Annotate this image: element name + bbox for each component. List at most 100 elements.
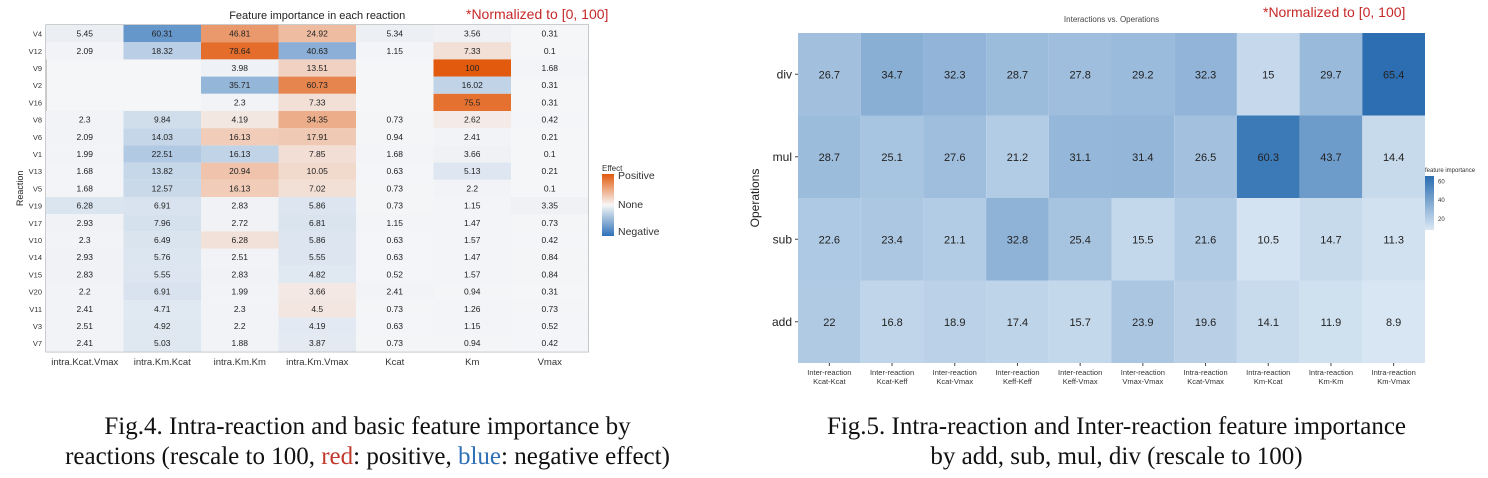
heatmap-cell	[356, 283, 434, 301]
heatmap-cell	[356, 265, 434, 283]
heatmap-cell	[123, 111, 201, 129]
cell-value-label: 20.94	[229, 166, 251, 176]
legend-tick-label: 40	[1438, 198, 1445, 204]
heatmap-cell	[511, 248, 589, 266]
legend-label: None	[618, 199, 643, 211]
y-axis-label: Operations	[748, 169, 762, 228]
cell-value-label: 27.6	[944, 152, 965, 164]
heatmap-cell	[433, 162, 511, 180]
heatmap-cell	[1299, 33, 1363, 116]
row-tick-label: V14	[29, 253, 42, 262]
heatmap-cell	[201, 42, 279, 60]
cell-value-label: 21.6	[1195, 234, 1216, 246]
cell-value-label: 3.56	[464, 29, 481, 39]
cell-value-label: 3.66	[309, 287, 326, 297]
column-tick-line: Kcat-Keff	[877, 377, 909, 386]
operations-heatmap-panel: Interactions vs. Operations 26.7 34.7 32.3 2…	[745, 0, 1488, 478]
heatmap-cell	[46, 283, 124, 301]
heatmap-cell	[923, 33, 987, 116]
heatmap-cell	[433, 145, 511, 163]
heatmap-cell	[356, 25, 434, 43]
cell-value-label: 24.92	[307, 29, 329, 39]
caption-red-word: red	[321, 443, 354, 470]
cell-value-label: 6.91	[154, 201, 171, 211]
cell-value-label: 0.63	[386, 166, 403, 176]
heatmap-cell	[511, 128, 589, 146]
caption-line-2: reactions (rescale to 100, red: positive…	[0, 442, 735, 472]
heatmap-cell	[201, 128, 279, 146]
cell-value-label: 0.52	[541, 321, 558, 331]
heatmap-cell	[798, 198, 861, 281]
row-tick-label: mul	[773, 150, 792, 164]
cell-value-label: 1.68	[386, 149, 403, 159]
figure-5-caption: Fig.5. Intra-reaction and Inter-reaction…	[745, 412, 1488, 472]
heatmap-cell	[46, 265, 124, 283]
heatmap-cell	[1174, 115, 1237, 198]
cell-value-label: 2.83	[231, 201, 248, 211]
cell-value-label: 1.15	[464, 321, 481, 331]
heatmap-cell	[123, 197, 201, 215]
cell-value-label: 6.91	[154, 287, 171, 297]
heatmap-cell	[511, 93, 589, 111]
reaction-heatmap: Feature importance in each reaction 5.45 6…	[15, 10, 660, 368]
heatmap-cell	[201, 231, 279, 249]
cell-value-label: 29.2	[1132, 69, 1153, 81]
heatmap-cell	[511, 76, 589, 94]
column-tick-label: intra.Kcat.Vmax	[51, 357, 118, 368]
heatmap-cell	[278, 111, 356, 129]
heatmap-cell	[1236, 280, 1300, 363]
legend-title: feature importance	[1425, 168, 1476, 174]
cell-value-label: 0.73	[386, 115, 403, 125]
heatmap-cell	[278, 334, 356, 352]
row-tick-label: V15	[29, 270, 42, 279]
cell-value-label: 0.31	[541, 80, 558, 90]
column-tick-line: Intra-reaction	[1372, 368, 1416, 377]
cell-value-label: 28.7	[1007, 69, 1028, 81]
cell-value-label: 2.41	[76, 304, 93, 314]
cell-value-label: 16.02	[462, 80, 484, 90]
heatmap-cell	[1299, 198, 1363, 281]
cell-value-label: 60.73	[307, 80, 329, 90]
heatmap-cell	[433, 231, 511, 249]
heatmap-cell	[433, 59, 511, 77]
column-tick-line: Intra-reaction	[1183, 368, 1227, 377]
cell-value-label: 29.7	[1320, 69, 1341, 81]
cell-value-label: 0.31	[541, 97, 558, 107]
heatmap-cell	[123, 25, 201, 43]
heatmap-cell	[278, 76, 356, 94]
cell-value-label: 2.62	[464, 115, 481, 125]
heatmap-cell	[356, 145, 434, 163]
cell-value-label: 4.82	[309, 269, 326, 279]
cell-value-label: 3.98	[231, 63, 248, 73]
caption-line-1: Fig.4. Intra-reaction and basic feature …	[104, 413, 631, 440]
heatmap-cell	[278, 128, 356, 146]
cell-value-label: 7.85	[309, 149, 326, 159]
cell-value-label: 26.7	[819, 69, 840, 81]
cell-value-label: 7.02	[309, 183, 326, 193]
heatmap-cell	[923, 198, 987, 281]
normalize-note-left: *Normalized to [0, 100]	[466, 6, 609, 22]
cell-value-label: 0.42	[541, 235, 558, 245]
heatmap-cell	[278, 197, 356, 215]
heatmap-cell	[201, 76, 279, 94]
heatmap-cell	[201, 283, 279, 301]
heatmap-cell	[511, 283, 589, 301]
cell-value-label: 21.1	[944, 234, 965, 246]
cell-value-label: 11.9	[1321, 317, 1342, 329]
legend-label: Negative	[618, 226, 660, 238]
reaction-heatmap-panel: Feature importance in each reaction 5.45 6…	[0, 0, 735, 478]
legend-tick-label: 20	[1438, 217, 1445, 223]
heatmap-cell	[201, 111, 279, 129]
heatmap-cell	[46, 128, 124, 146]
cell-value-label: 15	[1262, 69, 1274, 81]
cell-value-label: 46.81	[229, 29, 251, 39]
heatmap-cell	[123, 128, 201, 146]
heatmap-cell	[123, 145, 201, 163]
cell-value-label: 0.73	[541, 304, 558, 314]
cell-value-label: 5.03	[154, 338, 171, 348]
cell-value-label: 0.1	[544, 149, 556, 159]
heatmap-cell	[1362, 280, 1425, 363]
heatmap-cell	[278, 248, 356, 266]
cell-value-label: 1.26	[464, 304, 481, 314]
heatmap-cell	[201, 93, 279, 111]
